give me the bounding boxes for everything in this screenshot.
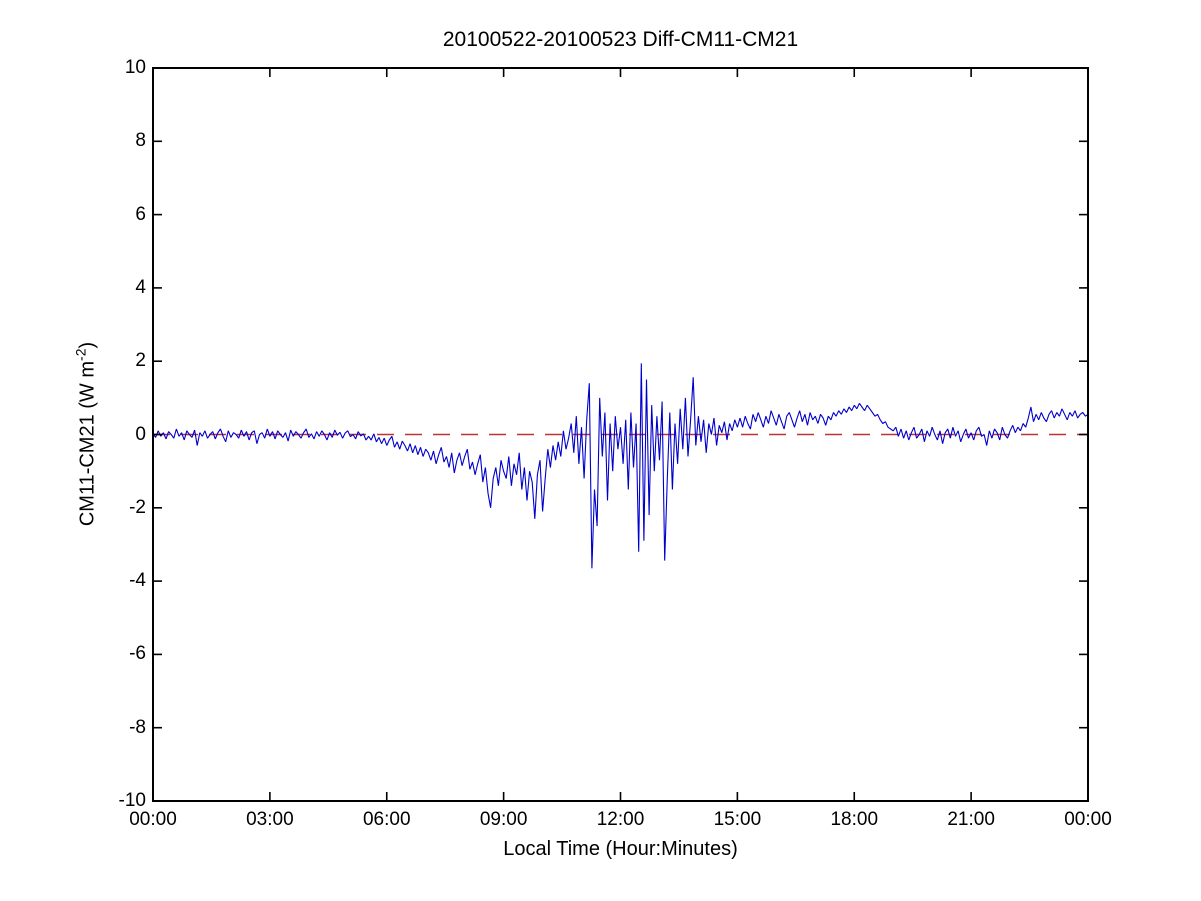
y-tick-label: 0	[135, 423, 146, 445]
x-tick-label: 12:00	[596, 809, 645, 830]
y-tick-label: -2	[129, 496, 146, 518]
y-tick-label: 8	[135, 130, 146, 152]
x-tick-label: 18:00	[830, 809, 879, 830]
x-tick-label: 06:00	[362, 809, 411, 830]
x-tick-label: 15:00	[713, 809, 762, 830]
data-series-line	[152, 363, 1089, 569]
x-tick-label: 00:00	[1064, 809, 1112, 830]
x-tick-label: 21:00	[947, 809, 995, 830]
x-tick-label: 03:00	[246, 809, 294, 830]
y-tick-label: -4	[129, 570, 146, 592]
x-axis-label: Local Time (Hour:Minutes)	[503, 838, 738, 860]
x-tick-label: 09:00	[479, 809, 528, 830]
y-tick-label: -6	[129, 643, 146, 665]
chart-title: 20100522-20100523 Diff-CM11-CM21	[442, 28, 799, 51]
y-tick-label: 4	[135, 276, 146, 298]
y-tick-label: 2	[135, 350, 146, 372]
x-tick-label: 00:00	[129, 809, 177, 830]
y-tick-label: 10	[124, 57, 146, 78]
y-tick-label: -10	[118, 790, 146, 811]
y-tick-label: -8	[129, 716, 146, 738]
y-tick-label: 6	[135, 203, 146, 225]
